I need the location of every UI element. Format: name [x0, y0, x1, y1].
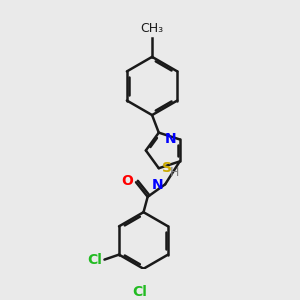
- Text: Cl: Cl: [132, 285, 147, 299]
- Text: CH₃: CH₃: [140, 22, 164, 35]
- Text: H: H: [170, 166, 179, 179]
- Text: O: O: [121, 174, 133, 188]
- Text: S: S: [162, 161, 172, 175]
- Text: Cl: Cl: [88, 253, 102, 267]
- Text: N: N: [165, 132, 177, 146]
- Text: N: N: [152, 178, 163, 192]
